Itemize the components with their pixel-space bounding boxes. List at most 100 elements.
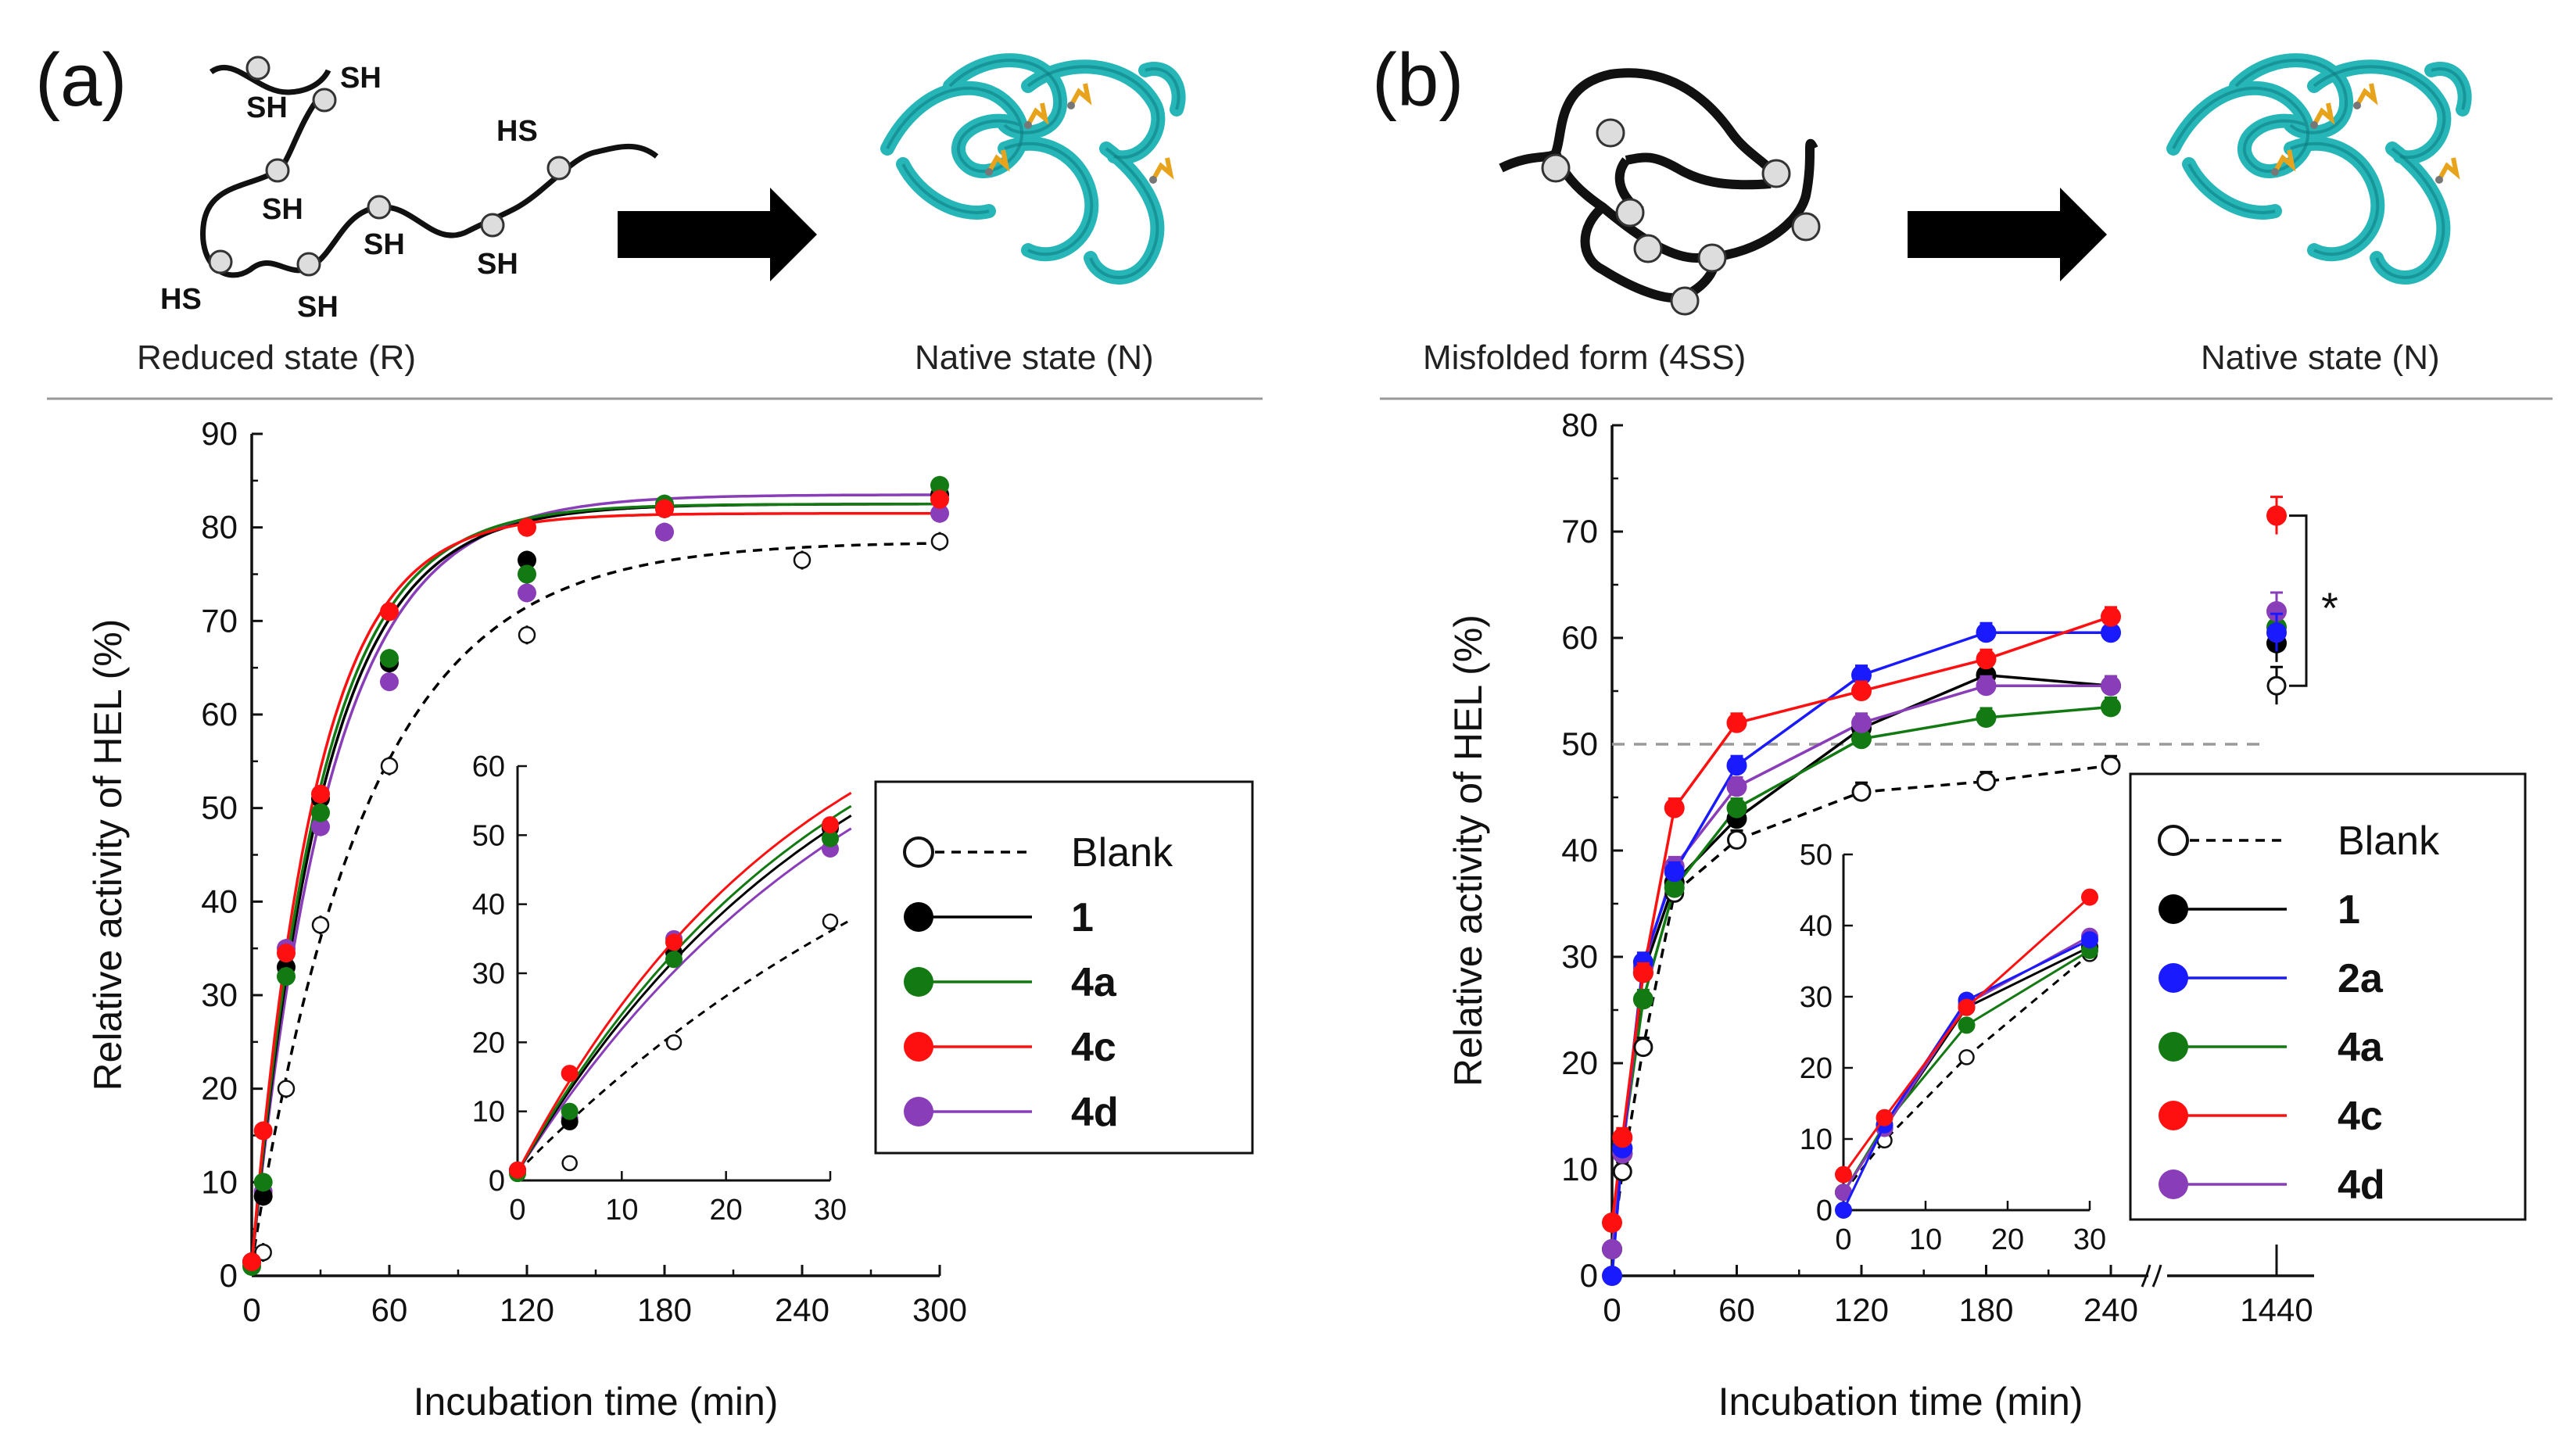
bond-atom	[2353, 102, 2361, 109]
data-point-Blank	[1633, 1037, 1653, 1058]
inset-a: 0 10 20 30 40 50 60 0 10 20 30	[439, 750, 852, 1243]
inset-point-4a	[665, 951, 683, 969]
data-point-4c	[1632, 962, 1653, 983]
inset-curve-1	[516, 815, 852, 1173]
inset-point-4c	[509, 1161, 526, 1179]
ribbon-edge	[1004, 141, 1094, 256]
y-tick-label: 20	[1561, 1044, 1598, 1081]
legend-marker-4a	[2159, 1032, 2188, 1062]
data-point-4c	[311, 784, 330, 804]
data-point-4d	[2266, 601, 2287, 621]
data-point-4d	[2101, 675, 2121, 697]
data-point-4c	[277, 944, 296, 963]
disulfide-bond	[2273, 149, 2296, 174]
disulfide-bond	[1069, 83, 1092, 107]
ribbon-strand	[1084, 141, 1165, 285]
legend-marker-4d	[904, 1097, 933, 1126]
data-point-4a	[277, 967, 296, 987]
x-tick-label: 240	[2083, 1291, 2138, 1328]
ribbon-edge	[2187, 163, 2276, 214]
y-tick-label: 30	[1561, 938, 1598, 975]
inset-point-4c	[665, 933, 683, 951]
misfolded-chain	[1499, 68, 1818, 303]
inset-y-tick-label: 10	[472, 1096, 505, 1129]
thiol-label: SH	[246, 91, 288, 124]
x-tick-label: 0	[1603, 1291, 1621, 1328]
y-tick-label: 80	[201, 509, 238, 546]
inset-line-4c	[1842, 896, 2091, 1176]
inset-y-tick-label: 50	[1800, 839, 1833, 872]
data-point-2a	[1664, 861, 1685, 883]
y-tick-label: 30	[201, 976, 238, 1013]
data-point-4d	[1602, 1239, 1622, 1259]
data-point-Blank	[2266, 675, 2287, 696]
thiol-label: SH	[297, 291, 339, 324]
y-tick-label: 40	[201, 883, 238, 919]
x-tick-label: 180	[637, 1291, 692, 1328]
inset-curve-4d	[516, 827, 852, 1173]
legend-label-Blank: Blank	[1071, 830, 1173, 876]
ribbon-edge	[2290, 141, 2380, 256]
y-axis-title: Relative activity of HEL (%)	[1446, 614, 1490, 1087]
thiol-label: SH	[340, 62, 382, 95]
significance-bracket	[2289, 514, 2308, 687]
x-axis-title: Incubation time (min)	[414, 1380, 779, 1424]
ribbon-edge	[1145, 67, 1181, 110]
data-point-4a	[1726, 797, 1747, 818]
ribbon-edge	[2431, 67, 2467, 110]
legend-label-4d: 4d	[2338, 1162, 2385, 1208]
thiol-label: HS	[160, 283, 202, 316]
disulfide-bond	[2312, 102, 2335, 127]
inset-y-tick-label: 30	[472, 958, 505, 990]
data-point-Blank	[380, 757, 399, 775]
legend-a: Blank 1 4a 4c 4d	[874, 780, 1254, 1155]
inset-x-tick-label: 30	[814, 1194, 847, 1227]
y-tick-label: 50	[1561, 725, 1598, 762]
inset-x-tick-label: 0	[1835, 1223, 1851, 1256]
data-point-2a	[1976, 622, 1997, 643]
inset-y-tick-label: 20	[472, 1026, 505, 1059]
data-point-4c	[380, 602, 399, 621]
inset-point-2a	[2081, 931, 2098, 949]
inset-curve-4a	[516, 804, 852, 1173]
native-protein-a	[880, 53, 1186, 285]
data-point-4d	[380, 672, 399, 692]
x-tick-label: 120	[1834, 1291, 1889, 1328]
data-point-4c	[1602, 1212, 1622, 1233]
legend-marker-1	[904, 902, 933, 932]
inset-y-tick-label: 10	[1800, 1123, 1833, 1156]
inset-y-tick-label: 20	[1800, 1052, 1833, 1085]
y-tick-label: 60	[1561, 619, 1598, 656]
disulfide-bond	[2355, 83, 2378, 107]
bond-atom	[985, 168, 993, 176]
ribbon-edge	[2375, 147, 2445, 279]
ribbon-edge	[948, 59, 1062, 134]
inset-point-4c	[1876, 1109, 1893, 1126]
inset-point-Blank	[1958, 1049, 1975, 1066]
series-line-4c	[1610, 615, 2112, 1223]
inset-point-4c	[2081, 888, 2098, 906]
data-point-Blank	[1612, 1162, 1632, 1182]
y-tick-label: 10	[201, 1163, 238, 1200]
fit-curve-4d	[250, 493, 940, 1265]
data-point-4c	[1851, 681, 1872, 701]
inset-point-4c	[822, 816, 839, 834]
legend-label-4c: 4c	[1071, 1025, 1116, 1070]
inset-y-tick-label: 0	[489, 1165, 505, 1198]
inset-y-tick-label: 30	[1800, 981, 1833, 1014]
inset-y-tick-label: 40	[1800, 910, 1833, 943]
y-axis-title: Relative activity of HEL (%)	[86, 619, 130, 1091]
data-point-4a	[518, 564, 536, 584]
data-point-4a	[1851, 729, 1872, 750]
x-tick-label: 240	[775, 1291, 829, 1328]
legend-marker-1	[2159, 894, 2188, 924]
data-point-Blank	[930, 532, 949, 550]
data-point-2a	[1602, 1266, 1622, 1286]
inset-point-4c	[561, 1065, 579, 1083]
data-point-Blank	[793, 551, 811, 569]
inset-point-4c	[1835, 1166, 1852, 1184]
data-point-Blank	[1727, 829, 1747, 850]
data-point-Blank	[2101, 755, 2121, 775]
inset-y-tick-label: 60	[472, 750, 505, 783]
